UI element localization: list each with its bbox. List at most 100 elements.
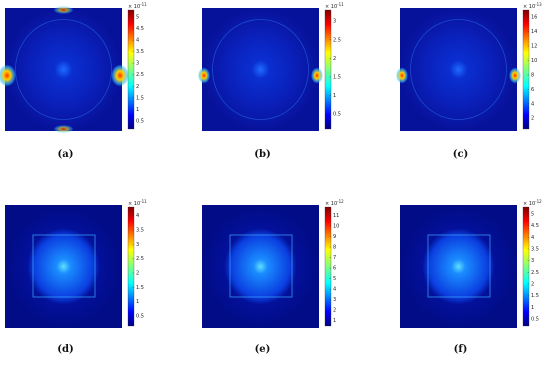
colorbar-tick-label: 10 xyxy=(531,58,537,64)
heatmap xyxy=(202,8,319,131)
panel-caption: (f) xyxy=(454,344,468,355)
colorbar-tick-label: 4 xyxy=(333,287,336,293)
colorbar xyxy=(127,9,135,130)
colorbar-tick-label: 4 xyxy=(531,101,534,107)
hotspot xyxy=(509,67,521,84)
heatmap xyxy=(202,205,319,328)
heatmap-square xyxy=(229,234,293,298)
colorbar-tick-label: 5 xyxy=(136,14,139,20)
colorbar-tick-label: 2.5 xyxy=(136,72,144,78)
colorbar-tick-label: 4 xyxy=(531,235,534,241)
colorbar-tick-label: 3 xyxy=(136,61,139,67)
heatmap-ring xyxy=(410,19,507,120)
colorbar-tick-label: 1.5 xyxy=(136,95,144,101)
colorbar-tick-label: 2.5 xyxy=(136,256,144,262)
colorbar-tick-label: 4.5 xyxy=(136,26,144,32)
colorbar-tick-label: 4 xyxy=(136,213,139,219)
colorbar-tick-label: 2.5 xyxy=(531,270,539,276)
heatmap-square xyxy=(32,234,96,298)
colorbar-tick-label: 2 xyxy=(136,270,139,276)
colorbar-tick-label: 4.5 xyxy=(531,223,539,229)
hotspot xyxy=(0,64,16,87)
colorbar-tick-label: 14 xyxy=(531,29,537,35)
panel: 0.5 1 1.5 2 2.5 3 × 10-11 xyxy=(198,2,344,131)
colorbar-tick-label: 1 xyxy=(136,107,139,113)
colorbar-tick-label: 1 xyxy=(136,299,139,305)
heatmap-ring xyxy=(212,19,309,120)
colorbar-multiplier: × 10-12 xyxy=(325,199,344,207)
colorbar-tick-label: 1.5 xyxy=(531,293,539,299)
panel: 0.5 1 1.5 2 2.5 3 3.5 4 4.5 5 × 10-11 xyxy=(0,2,147,133)
colorbar-tick-label: 0.5 xyxy=(333,112,341,118)
colorbar-tick-label: 4 xyxy=(136,38,139,44)
hotspot xyxy=(53,6,74,14)
colorbar-tick-label: 12 xyxy=(531,44,537,50)
colorbar xyxy=(127,206,135,327)
colorbar-tick-label: 9 xyxy=(333,234,336,240)
colorbar-tick-label: 0.5 xyxy=(531,317,539,323)
colorbar-tick-label: 1.5 xyxy=(333,74,341,80)
panel-caption: (a) xyxy=(58,149,74,160)
colorbar-tick-label: 2 xyxy=(531,116,534,122)
colorbar-tick-label: 3.5 xyxy=(136,49,144,55)
colorbar-tick-label: 3 xyxy=(531,258,534,264)
colorbar-exponent: -11 xyxy=(140,2,147,7)
heatmap xyxy=(400,8,517,131)
hotspot xyxy=(198,67,210,84)
colorbar-tick-label: 10 xyxy=(333,223,339,229)
heatmap-ring xyxy=(15,19,112,120)
heatmap xyxy=(400,205,517,328)
colorbar-tick-label: 3.5 xyxy=(531,247,539,253)
panel: 1 2 3 4 5 6 7 8 9 10 11 × 10-12 xyxy=(202,199,344,328)
colorbar-tick-label: 1 xyxy=(531,305,534,311)
hotspot xyxy=(53,125,74,133)
hotspot xyxy=(111,64,129,87)
colorbar-tick-label: 1 xyxy=(333,93,336,99)
colorbar-tick-label: 1.5 xyxy=(136,285,144,291)
colorbar-tick-label: 3 xyxy=(136,242,139,248)
colorbar-multiplier: × 10-13 xyxy=(523,2,542,10)
colorbar-tick-label: 5 xyxy=(531,212,534,218)
colorbar xyxy=(522,206,530,327)
heatmap xyxy=(5,205,122,328)
panel: 2 4 6 8 10 12 14 16 × 10-13 xyxy=(396,2,542,131)
heatmap-square xyxy=(427,234,491,298)
colorbar xyxy=(324,9,332,130)
colorbar-exponent: -13 xyxy=(535,2,542,7)
colorbar-tick-label: 7 xyxy=(333,255,336,261)
colorbar-tick-label: 0.5 xyxy=(136,313,144,319)
colorbar-multiplier: × 10-11 xyxy=(128,2,147,10)
panel: 0.5 1 1.5 2 2.5 3 3.5 4 4.5 5 × 10-12 xyxy=(400,199,542,328)
colorbar-tick-label: 3.5 xyxy=(136,227,144,233)
colorbar-exponent: -12 xyxy=(337,199,344,204)
colorbar-exponent: -11 xyxy=(140,199,147,204)
colorbar-tick-label: 6 xyxy=(531,87,534,93)
colorbar-tick-label: 2 xyxy=(333,56,336,62)
panel: 0.5 1 1.5 2 2.5 3 3.5 4 × 10-11 xyxy=(5,199,147,328)
colorbar-exponent: -11 xyxy=(337,2,344,7)
colorbar-tick-label: 11 xyxy=(333,213,339,219)
panel-caption: (c) xyxy=(453,149,469,160)
panel-caption: (d) xyxy=(57,344,73,355)
colorbar-tick-label: 2 xyxy=(136,84,139,90)
colorbar-tick-label: 1 xyxy=(333,318,336,324)
panel-caption: (b) xyxy=(254,149,270,160)
colorbar-tick-label: 8 xyxy=(531,72,534,78)
panel-caption: (e) xyxy=(255,344,271,355)
colorbar-tick-label: 2 xyxy=(531,282,534,288)
colorbar-multiplier: × 10-11 xyxy=(325,2,344,10)
colorbar xyxy=(522,9,530,130)
colorbar-multiplier: × 10-11 xyxy=(128,199,147,207)
colorbar-multiplier: × 10-12 xyxy=(523,199,542,207)
colorbar-tick-label: 3 xyxy=(333,19,336,25)
hotspot xyxy=(396,67,408,84)
colorbar-tick-label: 2.5 xyxy=(333,37,341,43)
colorbar-tick-label: 0.5 xyxy=(136,118,144,124)
colorbar-tick-label: 6 xyxy=(333,266,336,272)
heatmap xyxy=(5,8,122,131)
colorbar-exponent: -12 xyxy=(535,199,542,204)
colorbar-tick-label: 16 xyxy=(531,15,537,21)
colorbar xyxy=(324,206,332,327)
colorbar-tick-label: 5 xyxy=(333,276,336,282)
